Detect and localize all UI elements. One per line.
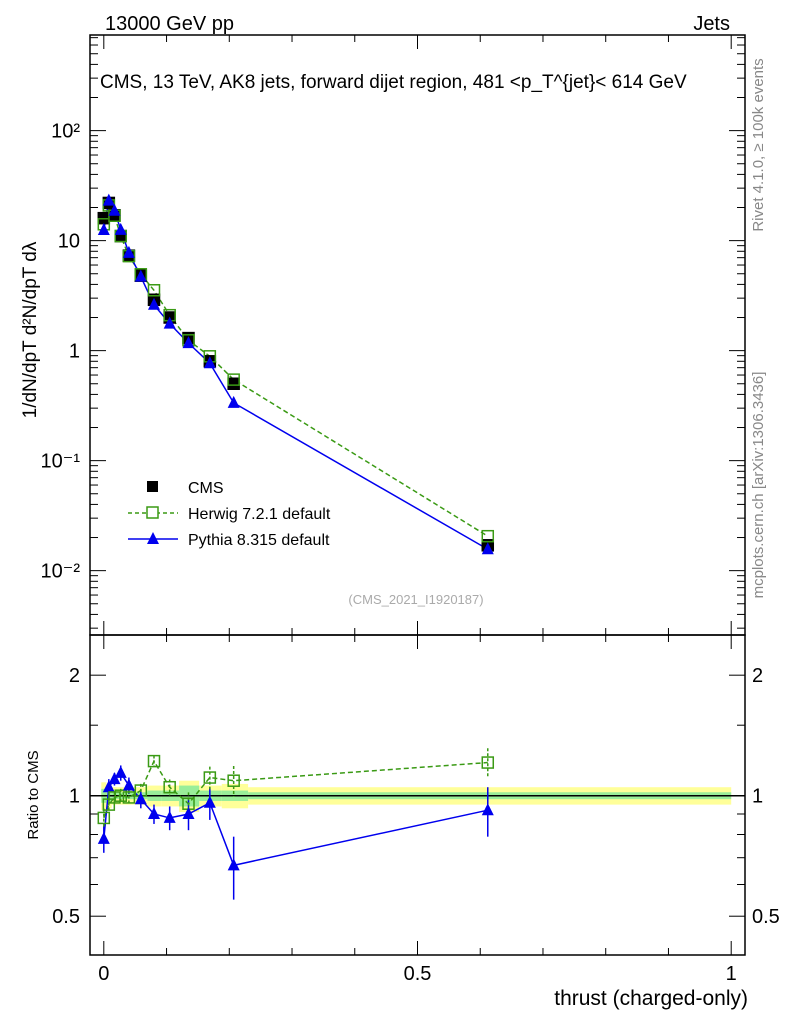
herwig-ratio-point xyxy=(147,754,161,768)
y-tick-label: 1 xyxy=(69,341,80,363)
ratio-tick-label: 1 xyxy=(69,786,80,808)
herwig-ratio-point xyxy=(122,791,136,804)
legend-herwig-marker xyxy=(146,506,159,519)
herwig-ratio-point xyxy=(203,771,217,784)
cms-point xyxy=(227,377,240,390)
herwig-line xyxy=(103,203,489,537)
legend-pythia: Pythia 8.315 default xyxy=(188,532,330,549)
herwig-ratio-point xyxy=(97,811,111,825)
pythia-ratio-point xyxy=(147,807,160,820)
pythia-point xyxy=(227,395,240,408)
herwig-point xyxy=(227,373,240,386)
pythia-point xyxy=(134,269,147,282)
pythia-ratio-point xyxy=(203,795,216,808)
pythia-ratio-point xyxy=(102,780,115,793)
chart-title: CMS, 13 TeV, AK8 jets, forward dijet reg… xyxy=(100,72,687,93)
pythia-point xyxy=(481,542,494,555)
pythia-ratio-point xyxy=(122,778,135,791)
pythia-point xyxy=(163,316,176,329)
herwig-point xyxy=(147,284,161,297)
ratio-axis-label: Ratio to CMS xyxy=(25,750,42,839)
rivet-label: Rivet 4.1.0, ≥ 100k events xyxy=(750,58,767,231)
pythia-point xyxy=(108,203,121,216)
ratio-tick-label-right: 0.5 xyxy=(752,906,780,928)
pythia-ratio-point xyxy=(163,810,176,823)
x-tick-label: 0.5 xyxy=(404,963,432,985)
x-tick-label: 0 xyxy=(98,963,109,985)
herwig-ratio-point xyxy=(114,789,127,802)
pythia-ratio-point xyxy=(97,831,110,844)
herwig-ratio-point xyxy=(163,780,176,794)
legend-cms-marker xyxy=(147,481,158,492)
pythia-point xyxy=(147,297,160,310)
y-axis-label: 1/dN/dpT d²N/dpT dλ xyxy=(20,241,41,418)
pythia-point xyxy=(203,356,216,369)
ratio-tick-label: 2 xyxy=(69,665,80,687)
pythia-point xyxy=(97,223,110,236)
x-axis-label: thrust (charged-only) xyxy=(554,987,748,1010)
pythia-line xyxy=(103,198,489,550)
y-tick-label: 10⁻² xyxy=(41,561,81,583)
herwig-point xyxy=(481,529,495,543)
pythia-ratio-point xyxy=(227,858,240,871)
pythia-ratio-point xyxy=(134,792,147,805)
herwig-ratio-point xyxy=(481,756,495,769)
mcplots-label: mcplots.cern.ch [arXiv:1306.3436] xyxy=(750,372,767,599)
pythia-ratio-point xyxy=(481,803,494,816)
pythia-point xyxy=(114,222,127,235)
x-tick-label: 1 xyxy=(726,963,737,985)
legend: CMS Herwig 7.2.1 default Pythia 8.315 de… xyxy=(128,480,331,549)
herwig-ratio-point xyxy=(108,791,121,804)
pythia-ratio-point xyxy=(108,772,121,785)
legend-herwig: Herwig 7.2.1 default xyxy=(188,506,331,523)
pythia-point xyxy=(182,336,195,349)
ratio-tick-label-right: 1 xyxy=(752,786,763,808)
pythia-ratio-point xyxy=(114,765,127,778)
pythia-point xyxy=(102,193,115,206)
y-tick-label: 10 xyxy=(58,231,80,253)
legend-pythia-marker xyxy=(147,532,159,544)
legend-cms: CMS xyxy=(188,480,224,497)
y-tick-label: 10² xyxy=(51,121,80,143)
pythia-ratio-point xyxy=(182,807,195,820)
ratio-tick-label: 0.5 xyxy=(52,906,80,928)
herwig-ratio-line xyxy=(103,759,488,819)
ratio-tick-label-right: 2 xyxy=(752,665,763,687)
analysis-label: (CMS_2021_I1920187) xyxy=(348,592,483,607)
jets-label: Jets xyxy=(693,13,730,35)
y-tick-label: 10⁻¹ xyxy=(41,451,81,473)
herwig-ratio-point xyxy=(227,774,240,787)
energy-label: 13000 GeV pp xyxy=(105,13,234,35)
pythia-point xyxy=(122,245,135,258)
